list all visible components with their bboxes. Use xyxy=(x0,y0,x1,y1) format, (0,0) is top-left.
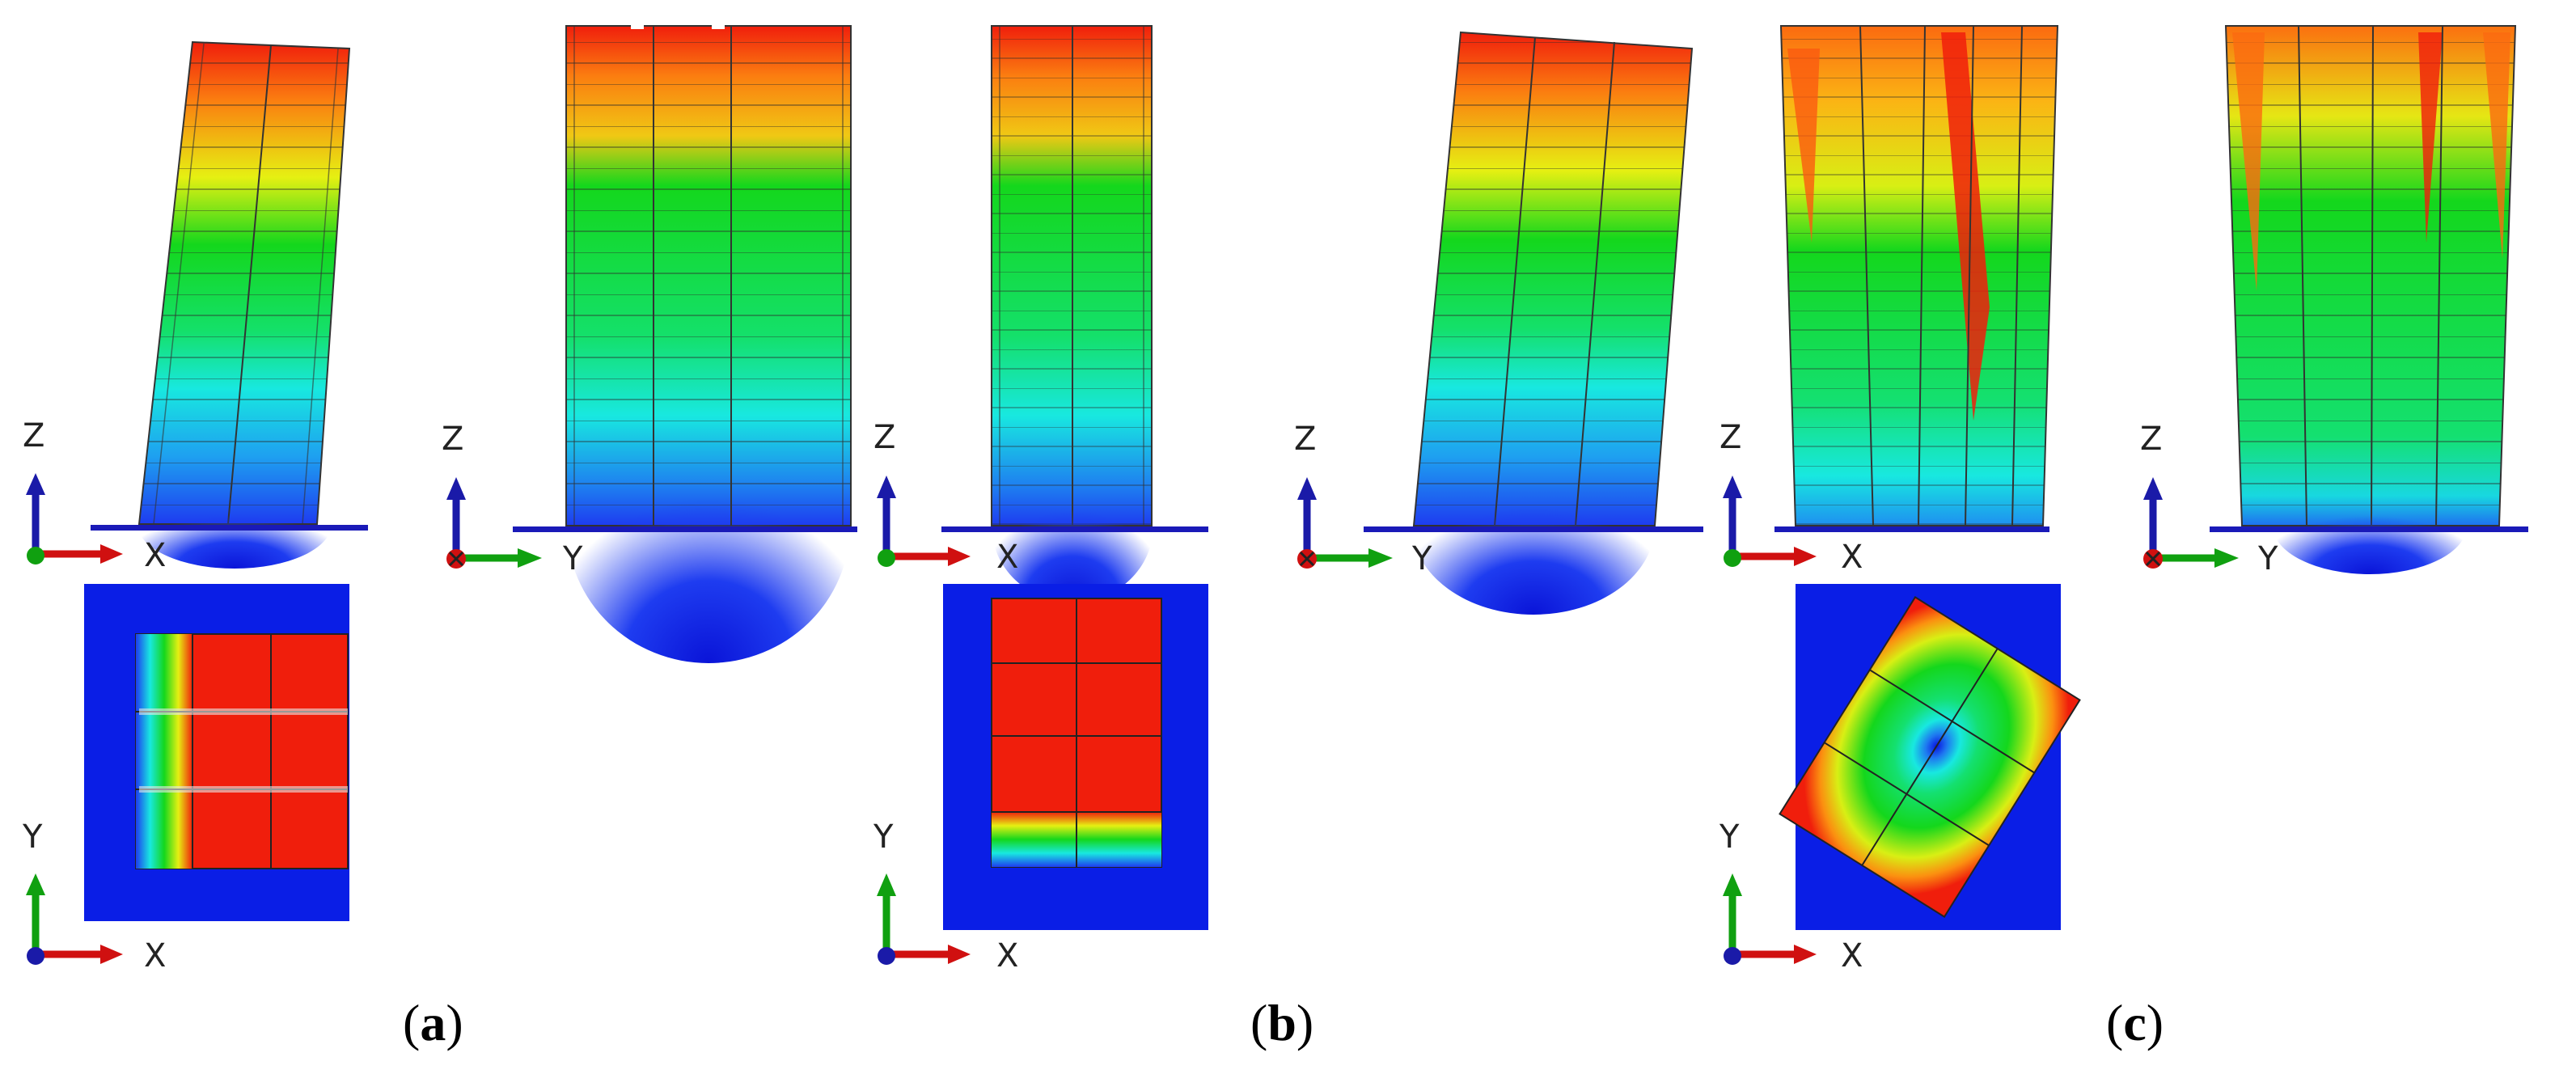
axis-label-z: Z xyxy=(442,421,463,458)
panel-c-xz-view xyxy=(1774,25,2059,532)
axis-label-y: Y xyxy=(2257,540,2278,577)
panel-c: Z X Y X xyxy=(1719,25,2528,975)
caption-c: (c) xyxy=(2106,994,2164,1051)
axis-label-y: Y xyxy=(1411,540,1432,577)
panel-b: Z X Y X Z Y xyxy=(873,25,1703,975)
axis-label-y: Y xyxy=(873,818,894,856)
caption-b-letter: b xyxy=(1267,994,1296,1051)
axis-label-y: Y xyxy=(22,818,43,856)
panel-a-xz-view xyxy=(91,40,368,569)
axis-label-z: Z xyxy=(1294,421,1316,458)
caption-b: (b) xyxy=(1250,994,1314,1051)
panel-a-xy-view xyxy=(84,584,349,921)
axis-label-x: X xyxy=(1841,539,1863,576)
axis-label-z: Z xyxy=(23,417,44,455)
panel-a: Z X Y X xyxy=(22,21,857,975)
axis-label-x: X xyxy=(996,539,1018,576)
panel-a-yz-view xyxy=(513,21,857,663)
axis-label-x: X xyxy=(996,937,1018,975)
panel-c-yz-view xyxy=(2210,25,2528,574)
axis-label-z: Z xyxy=(2140,421,2162,458)
coordinate-triad-icon xyxy=(1723,476,1817,567)
coordinate-triad-icon xyxy=(26,473,123,564)
axis-label-y: Y xyxy=(562,540,583,577)
coordinate-triad-icon xyxy=(2143,477,2239,569)
coordinate-triad-icon xyxy=(877,873,971,965)
panel-b-yz-view xyxy=(1364,31,1703,615)
coordinate-triad-icon xyxy=(877,476,971,567)
panel-c-xy-view xyxy=(1779,584,2081,930)
axis-label-x: X xyxy=(144,937,166,975)
axis-label-x: X xyxy=(1841,937,1863,975)
panel-b-xy-view xyxy=(943,584,1208,930)
panel-b-xz-view xyxy=(941,25,1208,603)
caption-c-letter: c xyxy=(2123,994,2147,1051)
coordinate-triad-icon xyxy=(26,873,123,965)
caption-a: (a) xyxy=(403,994,463,1051)
coordinate-triad-icon xyxy=(1723,873,1817,965)
coordinate-triad-icon xyxy=(446,477,542,569)
axis-label-y: Y xyxy=(1719,818,1740,856)
axis-label-z: Z xyxy=(873,419,895,456)
axis-label-x: X xyxy=(144,537,166,574)
caption-a-letter: a xyxy=(420,994,446,1051)
ground-line xyxy=(91,525,368,531)
coordinate-triad-icon xyxy=(1297,477,1393,569)
axis-label-z: Z xyxy=(1719,419,1741,456)
